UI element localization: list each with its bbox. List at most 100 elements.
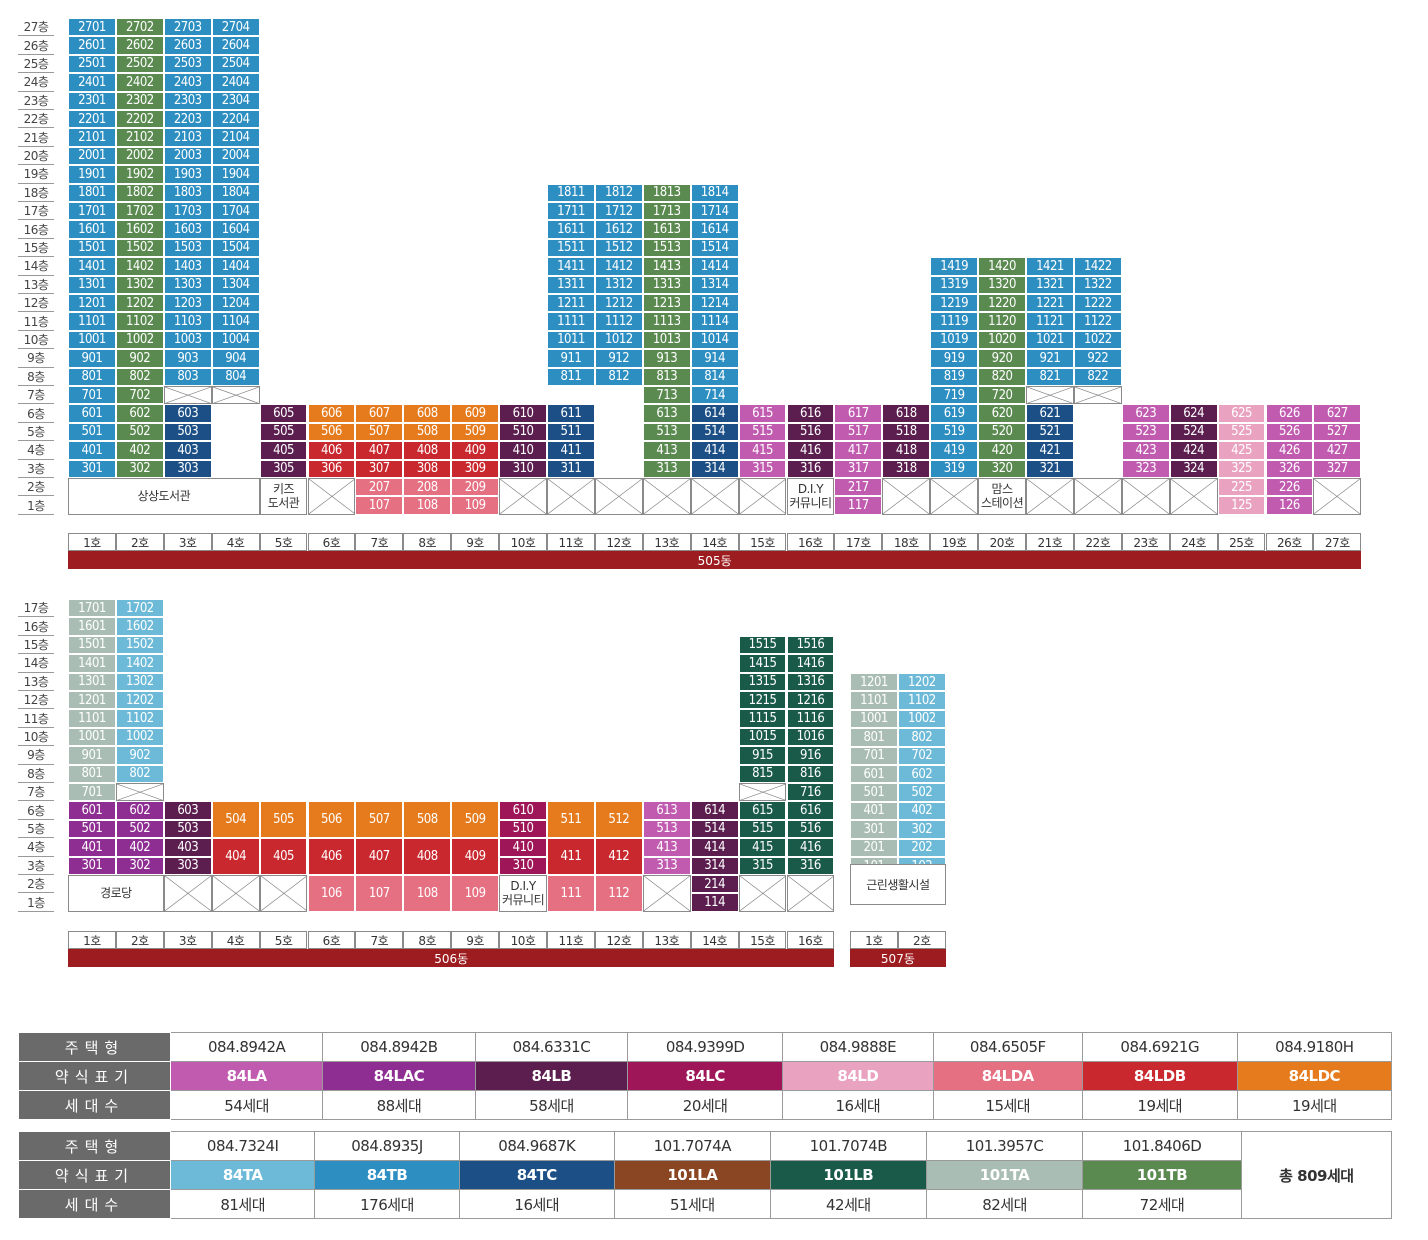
unit-cell: 1613 — [642, 220, 691, 239]
unit-cell: 2101 — [68, 128, 116, 147]
ho-label: 13호 — [642, 533, 691, 551]
unit-cell: 225 — [1217, 478, 1266, 497]
unit-cell: 209 — [451, 478, 500, 497]
facility: 맘스 스테이션 — [978, 478, 1026, 515]
legend-type-value: 084.6331C — [474, 1032, 629, 1062]
unit-cell: 417 — [834, 441, 883, 460]
unit-cell: 621 — [1026, 404, 1074, 423]
unit-cell: 702 — [115, 386, 164, 405]
unit-cell: 208 — [403, 478, 452, 497]
unit-cell: 1512 — [594, 238, 643, 258]
unit-cell: 1416 — [786, 654, 835, 673]
unit-cell: 1611 — [547, 220, 595, 239]
unit-cell: 1302 — [115, 275, 164, 294]
unit-cell: 902 — [115, 349, 164, 368]
unit-cell: 602 — [115, 801, 164, 820]
unit-cell: 313 — [642, 856, 691, 875]
unit-cell: 1020 — [978, 330, 1026, 350]
legend2-head-abbr: 약식표기 — [18, 1160, 171, 1190]
unit-cell: 1814 — [690, 183, 739, 202]
floor-label: 17층 — [18, 599, 54, 618]
unit-cell: 109 — [451, 875, 500, 912]
na-cell — [786, 875, 835, 912]
unit-cell: 313 — [642, 459, 691, 478]
floor-label: 2층 — [18, 478, 54, 497]
unit-cell: 1803 — [163, 183, 212, 202]
na-cell — [307, 478, 356, 515]
unit-cell: 912 — [594, 349, 643, 368]
unit-cell: 624 — [1169, 404, 1218, 423]
unit-cell: 1501 — [68, 635, 116, 655]
legend-abbr-value: 84LA — [169, 1061, 324, 1091]
unit-cell: 511 — [547, 422, 595, 442]
ho-label: 19호 — [930, 533, 979, 551]
unit-cell: 514 — [690, 819, 739, 839]
unit-cell: 1401 — [68, 654, 116, 673]
legend2-head-type: 주택형 — [18, 1131, 171, 1161]
ho-label: 4호 — [211, 931, 260, 949]
floor-label: 11층 — [18, 312, 54, 331]
unit-cell: 2104 — [211, 128, 260, 147]
floor-label: 25층 — [18, 55, 54, 74]
unit-cell: 1614 — [690, 220, 739, 239]
ho-label: 12호 — [594, 533, 643, 551]
unit-cell: 1214 — [690, 294, 739, 313]
unit-cell: 1902 — [115, 165, 164, 184]
ho-label: 15호 — [738, 931, 787, 949]
unit-cell: 2201 — [68, 110, 116, 129]
unit-cell: 1804 — [211, 183, 260, 202]
unit-cell: 1014 — [690, 330, 739, 350]
ho-label: 14호 — [690, 533, 739, 551]
unit-cell: 109 — [451, 496, 500, 515]
unit-cell: 1503 — [163, 238, 212, 258]
unit-cell: 504 — [211, 801, 260, 839]
na-cell — [690, 478, 739, 515]
unit-cell: 2401 — [68, 73, 116, 92]
unit-cell: 415 — [738, 441, 787, 460]
unit-cell: 321 — [1026, 459, 1074, 478]
legend-type-value: 101.8406D — [1082, 1131, 1242, 1161]
unit-cell: 317 — [834, 459, 883, 478]
unit-cell: 2502 — [115, 54, 164, 74]
legend-type-value: 084.9888E — [782, 1032, 934, 1062]
unit-cell: 714 — [690, 386, 739, 405]
unit-cell: 1101 — [68, 312, 116, 331]
floor-label: 18층 — [18, 184, 54, 202]
unit-cell: 418 — [882, 441, 931, 460]
unit-cell: 404 — [211, 838, 260, 875]
unit-cell: 2203 — [163, 110, 212, 129]
legend-count-value: 58세대 — [474, 1090, 629, 1120]
unit-cell: 513 — [642, 819, 691, 839]
ho-label: 18호 — [882, 533, 931, 551]
legend-head-abbr: 약식표기 — [18, 1061, 171, 1091]
ho-label: 4호 — [211, 533, 260, 551]
ho-label: 14호 — [690, 931, 739, 949]
unit-cell: 125 — [1217, 496, 1266, 515]
unit-cell: 619 — [930, 404, 979, 423]
unit-cell: 407 — [355, 441, 404, 460]
unit-cell: 1215 — [738, 691, 787, 710]
na-cell — [163, 386, 212, 405]
unit-cell: 403 — [163, 441, 212, 460]
unit-cell: 1513 — [642, 238, 691, 258]
unit-cell: 1016 — [786, 727, 835, 747]
legend-abbr-value: 84LD — [782, 1061, 934, 1091]
unit-cell: 311 — [547, 459, 595, 478]
unit-cell: 1612 — [594, 220, 643, 239]
unit-cell: 913 — [642, 349, 691, 368]
unit-cell: 1712 — [594, 202, 643, 221]
unit-cell: 108 — [403, 875, 452, 912]
unit-cell: 2202 — [115, 110, 164, 129]
legend-abbr-value: 101LA — [613, 1160, 771, 1190]
ho-label: 24호 — [1169, 533, 1218, 551]
unit-cell: 701 — [850, 746, 898, 765]
unit-cell: 2102 — [115, 128, 164, 147]
floor-label: 3층 — [18, 857, 54, 875]
unit-cell: 1102 — [897, 691, 946, 710]
facility: 경로당 — [68, 875, 164, 912]
unit-cell: 627 — [1313, 404, 1362, 423]
unit-cell: 2704 — [211, 18, 260, 37]
unit-cell: 1320 — [978, 275, 1026, 294]
unit-cell: 1114 — [690, 312, 739, 331]
unit-cell: 318 — [882, 459, 931, 478]
